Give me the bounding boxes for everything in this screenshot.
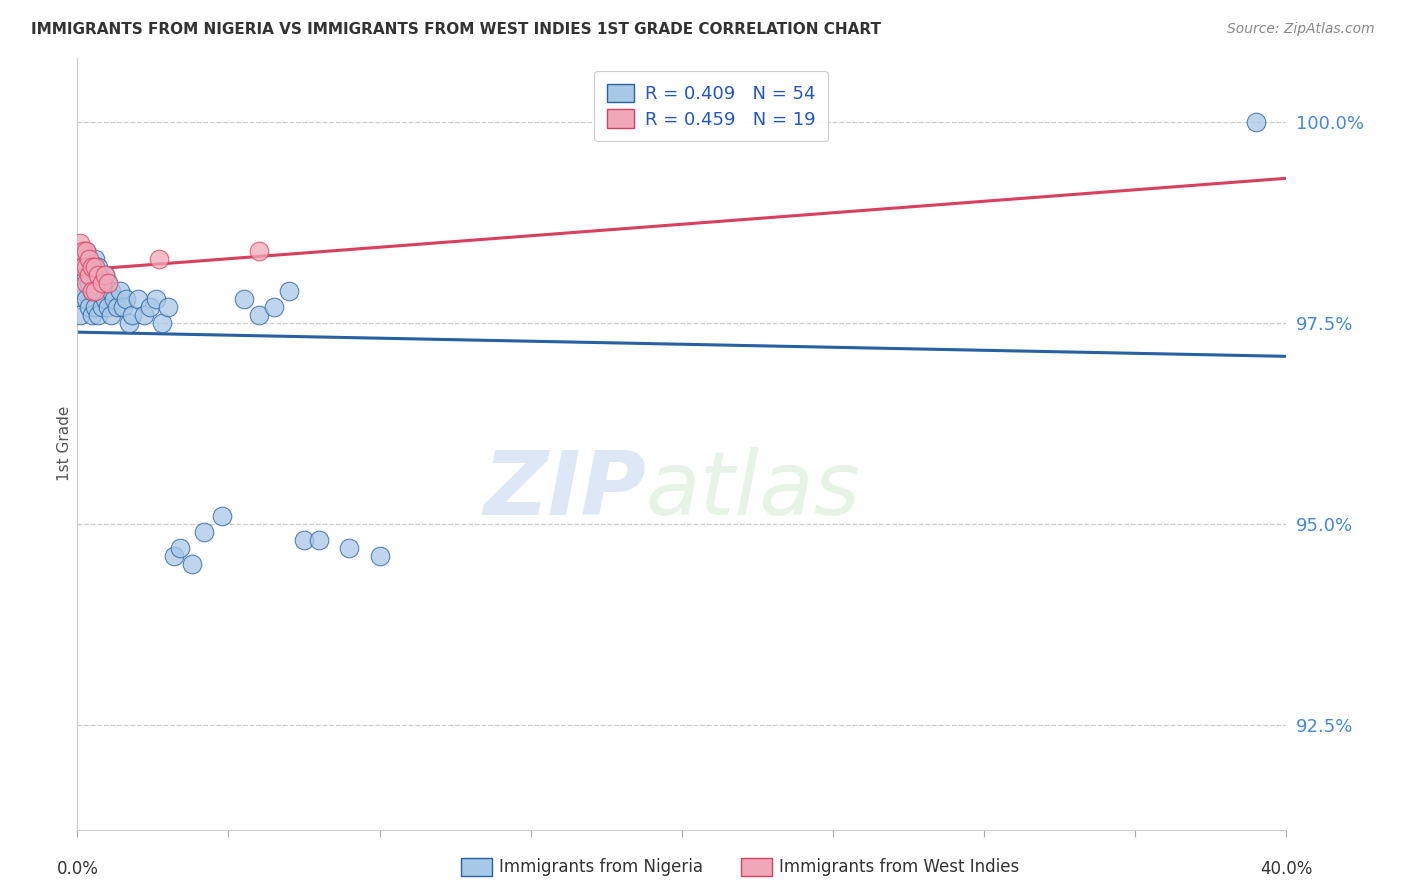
Point	[79, 276, 101, 290]
Text: 40.0%: 40.0%	[1260, 860, 1313, 878]
Point	[75, 244, 97, 258]
Point	[193, 525, 215, 540]
Point	[247, 244, 270, 258]
Point	[118, 316, 141, 330]
Point	[93, 268, 115, 282]
Point	[75, 244, 97, 258]
Point	[90, 276, 112, 290]
Point	[90, 300, 112, 314]
Point	[82, 284, 104, 298]
Text: atlas: atlas	[645, 447, 860, 533]
Point	[72, 244, 94, 258]
Point	[232, 292, 254, 306]
Point	[211, 509, 233, 524]
Text: Immigrants from West Indies: Immigrants from West Indies	[779, 858, 1019, 876]
Y-axis label: 1st Grade: 1st Grade	[56, 406, 72, 482]
Point	[79, 252, 101, 266]
Text: Source: ZipAtlas.com: Source: ZipAtlas.com	[1227, 22, 1375, 37]
Point	[84, 300, 107, 314]
Point	[72, 284, 94, 298]
Point	[69, 308, 91, 322]
Point	[1246, 115, 1268, 129]
Point	[157, 300, 180, 314]
Point	[82, 284, 104, 298]
Point	[163, 549, 186, 564]
Point	[82, 260, 104, 274]
Point	[69, 235, 91, 250]
Point	[247, 308, 270, 322]
Point	[108, 284, 131, 298]
Point	[82, 260, 104, 274]
Point	[79, 300, 101, 314]
Point	[75, 260, 97, 274]
Point	[139, 300, 162, 314]
Point	[93, 292, 115, 306]
Point	[84, 260, 107, 274]
Point	[132, 308, 155, 322]
Point	[90, 276, 112, 290]
Point	[69, 292, 91, 306]
Point	[100, 308, 122, 322]
Point	[72, 260, 94, 274]
Point	[69, 252, 91, 266]
Point	[79, 268, 101, 282]
Point	[87, 284, 110, 298]
Point	[96, 276, 118, 290]
Point	[150, 316, 173, 330]
Text: IMMIGRANTS FROM NIGERIA VS IMMIGRANTS FROM WEST INDIES 1ST GRADE CORRELATION CHA: IMMIGRANTS FROM NIGERIA VS IMMIGRANTS FR…	[31, 22, 882, 37]
Point	[96, 276, 118, 290]
Legend: R = 0.409   N = 54, R = 0.459   N = 19: R = 0.409 N = 54, R = 0.459 N = 19	[595, 70, 828, 141]
Point	[100, 284, 122, 298]
Point	[75, 276, 97, 290]
Point	[105, 300, 128, 314]
Point	[75, 268, 97, 282]
Text: 0.0%: 0.0%	[56, 860, 98, 878]
Point	[82, 308, 104, 322]
Point	[278, 284, 301, 298]
Point	[169, 541, 191, 556]
Point	[87, 308, 110, 322]
Point	[84, 276, 107, 290]
Point	[103, 292, 125, 306]
Point	[308, 533, 330, 548]
Point	[79, 252, 101, 266]
Point	[84, 284, 107, 298]
Point	[292, 533, 315, 548]
Point	[148, 252, 170, 266]
Point	[96, 300, 118, 314]
Point	[111, 300, 134, 314]
Point	[93, 268, 115, 282]
Text: Immigrants from Nigeria: Immigrants from Nigeria	[499, 858, 703, 876]
Point	[127, 292, 149, 306]
Point	[114, 292, 136, 306]
Text: ZIP: ZIP	[482, 447, 645, 533]
Point	[368, 549, 391, 564]
Point	[72, 260, 94, 274]
Point	[121, 308, 143, 322]
Point	[87, 268, 110, 282]
Point	[145, 292, 167, 306]
Point	[337, 541, 360, 556]
Point	[181, 558, 204, 572]
Point	[87, 260, 110, 274]
Point	[75, 292, 97, 306]
Point	[84, 252, 107, 266]
Point	[263, 300, 285, 314]
